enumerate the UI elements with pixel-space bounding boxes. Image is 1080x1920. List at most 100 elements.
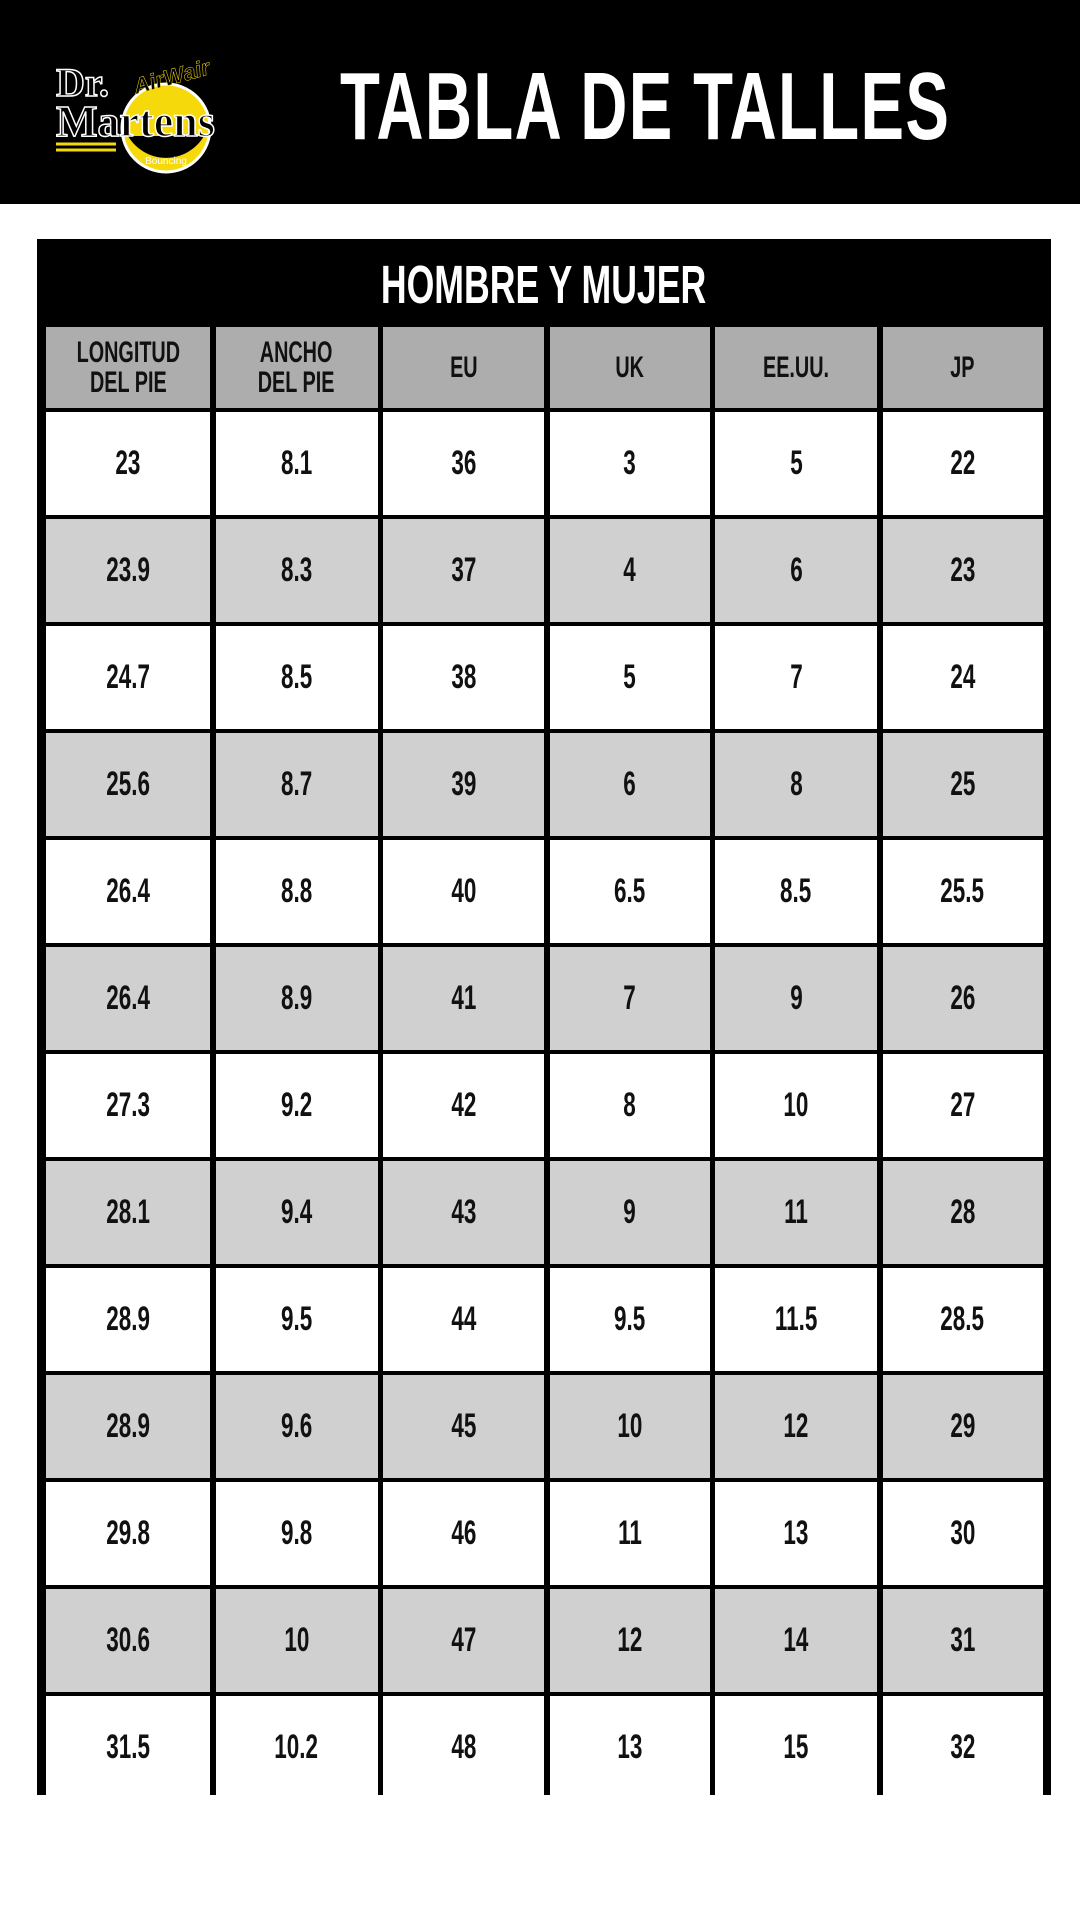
- table-cell: 10: [215, 1589, 378, 1692]
- table-cell: 8.8: [215, 840, 378, 943]
- cell-value: 9.5: [280, 1300, 313, 1338]
- table-cell: 9: [549, 1161, 710, 1264]
- table-cell: 28.9: [46, 1375, 210, 1478]
- table-cell: 36: [383, 412, 544, 515]
- cell-value: 30.6: [106, 1621, 150, 1659]
- cell-value: 41: [451, 979, 476, 1017]
- table-cell: 10: [549, 1375, 710, 1478]
- cell-value: 8.7: [280, 765, 313, 803]
- table-cell: 8.5: [715, 840, 877, 943]
- cell-value: 44: [451, 1300, 476, 1338]
- cell-value: 11: [784, 1193, 808, 1231]
- cell-value: 48: [451, 1728, 476, 1766]
- cell-value: 9.8: [280, 1514, 313, 1552]
- column-header-label: EE.UU.: [762, 350, 830, 384]
- column-header: EU: [383, 327, 544, 408]
- table-cell: 24.7: [46, 626, 210, 729]
- table-cell: 23: [46, 412, 210, 515]
- cell-value: 26: [950, 979, 975, 1017]
- table-cell: 23.9: [46, 519, 210, 622]
- table-cell: 8.7: [215, 733, 378, 836]
- table-cell: 28: [882, 1161, 1043, 1264]
- table-cell: 11.5: [715, 1268, 877, 1371]
- cell-value: 4: [623, 551, 636, 589]
- column-header: JP: [882, 327, 1043, 408]
- cell-value: 36: [451, 444, 476, 482]
- cell-value: 9.6: [280, 1407, 313, 1445]
- table-cell: 37: [383, 519, 544, 622]
- table-cell: 24: [882, 626, 1043, 729]
- table-cell: 26.4: [46, 840, 210, 943]
- svg-text:Dr.: Dr.: [56, 60, 109, 105]
- cell-value: 32: [950, 1728, 975, 1766]
- cell-value: 8.5: [280, 658, 313, 696]
- cell-value: 10.2: [274, 1728, 319, 1766]
- cell-value: 8.8: [280, 872, 313, 910]
- cell-value: 30: [950, 1514, 975, 1552]
- table-cell: 5: [549, 626, 710, 729]
- column-header: LONGITUD DEL PIE: [46, 327, 210, 408]
- cell-value: 3: [623, 444, 636, 482]
- table-cell: 9: [715, 947, 877, 1050]
- table-cell: 27: [882, 1054, 1043, 1157]
- cell-value: 12: [783, 1407, 809, 1445]
- table-cell: 32: [882, 1696, 1043, 1799]
- cell-value: 24.7: [106, 658, 150, 696]
- cell-value: 39: [451, 765, 476, 803]
- size-grid: LONGITUD DEL PIE ANCHO DEL PIE EU UK EE.UU. J…: [46, 327, 1043, 1799]
- table-cell: 27.3: [46, 1054, 210, 1157]
- cell-value: 29: [950, 1407, 975, 1445]
- table-cell: 9.8: [215, 1482, 378, 1585]
- svg-text:Bouncing: Bouncing: [145, 156, 187, 167]
- svg-text:Martens: Martens: [56, 97, 215, 146]
- table-cell: 45: [383, 1375, 544, 1478]
- table-cell: 8.1: [215, 412, 378, 515]
- table-cell: 9.5: [549, 1268, 710, 1371]
- cell-value: 13: [617, 1728, 642, 1766]
- table-cell: 3: [549, 412, 710, 515]
- table-title: HOMBRE Y MUJER: [381, 255, 707, 315]
- table-cell: 9.5: [215, 1268, 378, 1371]
- cell-value: 8: [623, 1086, 636, 1124]
- table-cell: 6: [549, 733, 710, 836]
- table-cell: 25.6: [46, 733, 210, 836]
- cell-value: 8.5: [780, 872, 812, 910]
- table-cell: 40: [383, 840, 544, 943]
- cell-value: 8.3: [280, 551, 313, 589]
- cell-value: 11: [617, 1514, 642, 1552]
- table-cell: 23: [882, 519, 1043, 622]
- table-cell: 28.1: [46, 1161, 210, 1264]
- cell-value: 23: [115, 444, 141, 482]
- size-chart-table: HOMBRE Y MUJER LONGITUD DEL PIE ANCHO DEL…: [37, 239, 1051, 1799]
- table-cell: 15: [715, 1696, 877, 1799]
- table-cell: 8.5: [215, 626, 378, 729]
- cell-value: 8: [789, 765, 803, 803]
- cell-value: 12: [617, 1621, 642, 1659]
- cell-value: 25.6: [106, 765, 150, 803]
- column-header-label: UK: [615, 350, 644, 384]
- cell-value: 37: [451, 551, 476, 589]
- cell-value: 38: [451, 658, 476, 696]
- column-header: EE.UU.: [715, 327, 877, 408]
- table-cell: 39: [383, 733, 544, 836]
- table-cell: 6.5: [549, 840, 710, 943]
- cell-value: 9: [789, 979, 803, 1017]
- cell-value: 7: [623, 979, 636, 1017]
- table-cell: 9.2: [215, 1054, 378, 1157]
- table-cell: 26.4: [46, 947, 210, 1050]
- table-cell: 42: [383, 1054, 544, 1157]
- cell-value: 27.3: [106, 1086, 150, 1124]
- table-cell: 8.9: [215, 947, 378, 1050]
- cell-value: 23.9: [106, 551, 150, 589]
- table-cell: 31.5: [46, 1696, 210, 1799]
- table-cell: 4: [549, 519, 710, 622]
- cell-value: 26.4: [106, 872, 150, 910]
- table-cell: 8: [715, 733, 877, 836]
- cell-value: 24: [950, 658, 975, 696]
- column-header-label: JP: [950, 350, 975, 384]
- cell-value: 15: [783, 1728, 809, 1766]
- table-cell: 22: [882, 412, 1043, 515]
- cell-value: 28.5: [940, 1300, 985, 1338]
- table-cell: 43: [383, 1161, 544, 1264]
- column-header-label: EU: [449, 350, 478, 384]
